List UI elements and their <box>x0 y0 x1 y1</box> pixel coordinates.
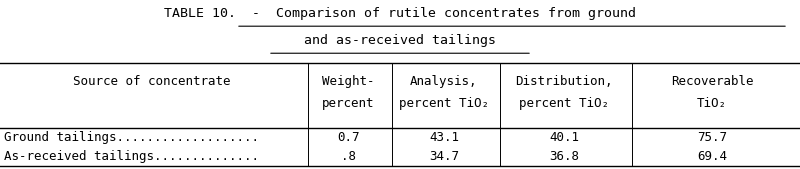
Text: 34.7: 34.7 <box>429 150 459 163</box>
Text: TiO₂: TiO₂ <box>697 98 727 110</box>
Text: percent TiO₂: percent TiO₂ <box>519 98 609 110</box>
Text: TABLE 10.  -  Comparison of rutile concentrates from ground: TABLE 10. - Comparison of rutile concent… <box>164 7 636 20</box>
Text: 43.1: 43.1 <box>429 131 459 144</box>
Text: Source of concentrate: Source of concentrate <box>74 76 230 88</box>
Text: and as-received tailings: and as-received tailings <box>304 34 496 47</box>
Text: As-received tailings..............: As-received tailings.............. <box>4 150 259 163</box>
Text: .8: .8 <box>341 150 355 163</box>
Text: 69.4: 69.4 <box>697 150 727 163</box>
Text: 36.8: 36.8 <box>549 150 579 163</box>
Text: Weight-: Weight- <box>322 76 374 88</box>
Text: Recoverable: Recoverable <box>670 76 754 88</box>
Text: 0.7: 0.7 <box>337 131 359 144</box>
Text: Ground tailings...................: Ground tailings................... <box>4 131 259 144</box>
Text: 40.1: 40.1 <box>549 131 579 144</box>
Text: 75.7: 75.7 <box>697 131 727 144</box>
Text: percent TiO₂: percent TiO₂ <box>399 98 489 110</box>
Text: Analysis,: Analysis, <box>410 76 478 88</box>
Text: Distribution,: Distribution, <box>515 76 613 88</box>
Text: percent: percent <box>322 98 374 110</box>
